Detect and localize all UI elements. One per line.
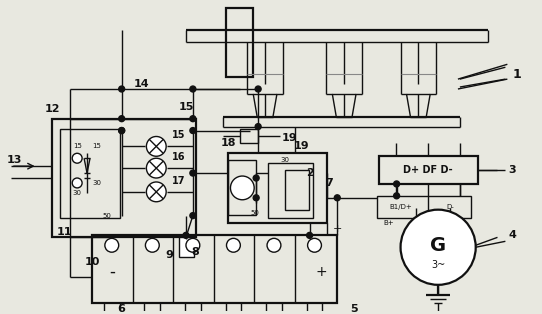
Circle shape xyxy=(255,124,261,130)
Circle shape xyxy=(146,182,166,202)
Text: 15: 15 xyxy=(178,102,193,112)
Circle shape xyxy=(146,158,166,178)
Circle shape xyxy=(186,238,200,252)
Circle shape xyxy=(307,232,313,238)
Bar xyxy=(179,237,194,257)
Text: +: + xyxy=(315,265,327,279)
Circle shape xyxy=(227,238,240,252)
Text: 13: 13 xyxy=(7,155,23,165)
Text: 1: 1 xyxy=(513,68,521,81)
Circle shape xyxy=(230,176,254,200)
Text: B1/D+: B1/D+ xyxy=(389,204,412,210)
Circle shape xyxy=(146,137,166,156)
Text: +: + xyxy=(333,225,342,235)
Text: 6: 6 xyxy=(118,304,126,314)
Circle shape xyxy=(119,86,125,92)
Text: 7: 7 xyxy=(326,178,333,188)
Bar xyxy=(285,170,308,210)
Text: 3~: 3~ xyxy=(431,260,446,270)
Text: 19: 19 xyxy=(282,133,298,143)
Bar xyxy=(268,163,313,218)
Text: 30: 30 xyxy=(93,180,101,186)
Text: 30: 30 xyxy=(280,157,289,163)
Circle shape xyxy=(190,127,196,133)
Bar xyxy=(240,128,258,143)
Circle shape xyxy=(72,178,82,188)
Text: 2: 2 xyxy=(306,168,313,178)
Circle shape xyxy=(183,232,189,238)
Text: G: G xyxy=(430,236,446,255)
Text: 16: 16 xyxy=(172,152,186,162)
Bar xyxy=(229,160,256,214)
Text: 15: 15 xyxy=(172,131,186,140)
Circle shape xyxy=(393,193,399,199)
Text: 50: 50 xyxy=(251,210,260,216)
Text: 8: 8 xyxy=(191,247,199,257)
Circle shape xyxy=(72,153,82,163)
Text: 18: 18 xyxy=(221,138,236,149)
Circle shape xyxy=(334,195,340,201)
Text: 19: 19 xyxy=(294,141,309,151)
Bar xyxy=(53,119,196,237)
Text: 15: 15 xyxy=(93,143,101,149)
Bar xyxy=(225,8,253,77)
Text: -: - xyxy=(109,263,115,281)
Circle shape xyxy=(393,181,399,187)
Circle shape xyxy=(145,238,159,252)
Circle shape xyxy=(253,195,259,201)
Circle shape xyxy=(255,86,261,92)
Bar xyxy=(377,196,471,218)
Circle shape xyxy=(190,213,196,219)
Text: 3: 3 xyxy=(508,165,516,175)
Circle shape xyxy=(119,127,125,133)
Text: 50: 50 xyxy=(102,213,111,219)
Text: 12: 12 xyxy=(44,104,60,114)
Circle shape xyxy=(190,86,196,92)
Text: 15: 15 xyxy=(73,143,82,149)
Circle shape xyxy=(267,238,281,252)
Text: D+ DF D-: D+ DF D- xyxy=(403,165,453,175)
Circle shape xyxy=(308,238,321,252)
Circle shape xyxy=(105,238,119,252)
Bar xyxy=(379,156,478,184)
Text: 4: 4 xyxy=(508,230,516,241)
Bar xyxy=(60,128,120,218)
Circle shape xyxy=(190,170,196,176)
Circle shape xyxy=(253,175,259,181)
Text: 11: 11 xyxy=(56,227,72,237)
Text: 9: 9 xyxy=(165,250,173,260)
Text: 30: 30 xyxy=(73,190,82,196)
Text: 14: 14 xyxy=(134,79,149,89)
Text: 17: 17 xyxy=(172,176,186,186)
Text: 10: 10 xyxy=(85,257,100,267)
Text: 5: 5 xyxy=(350,304,358,314)
Text: D-: D- xyxy=(446,204,454,210)
Circle shape xyxy=(190,116,196,122)
Circle shape xyxy=(119,116,125,122)
Bar xyxy=(92,236,337,303)
Circle shape xyxy=(119,127,125,133)
Circle shape xyxy=(401,210,476,285)
Bar xyxy=(229,153,327,223)
Text: B+: B+ xyxy=(383,219,394,225)
